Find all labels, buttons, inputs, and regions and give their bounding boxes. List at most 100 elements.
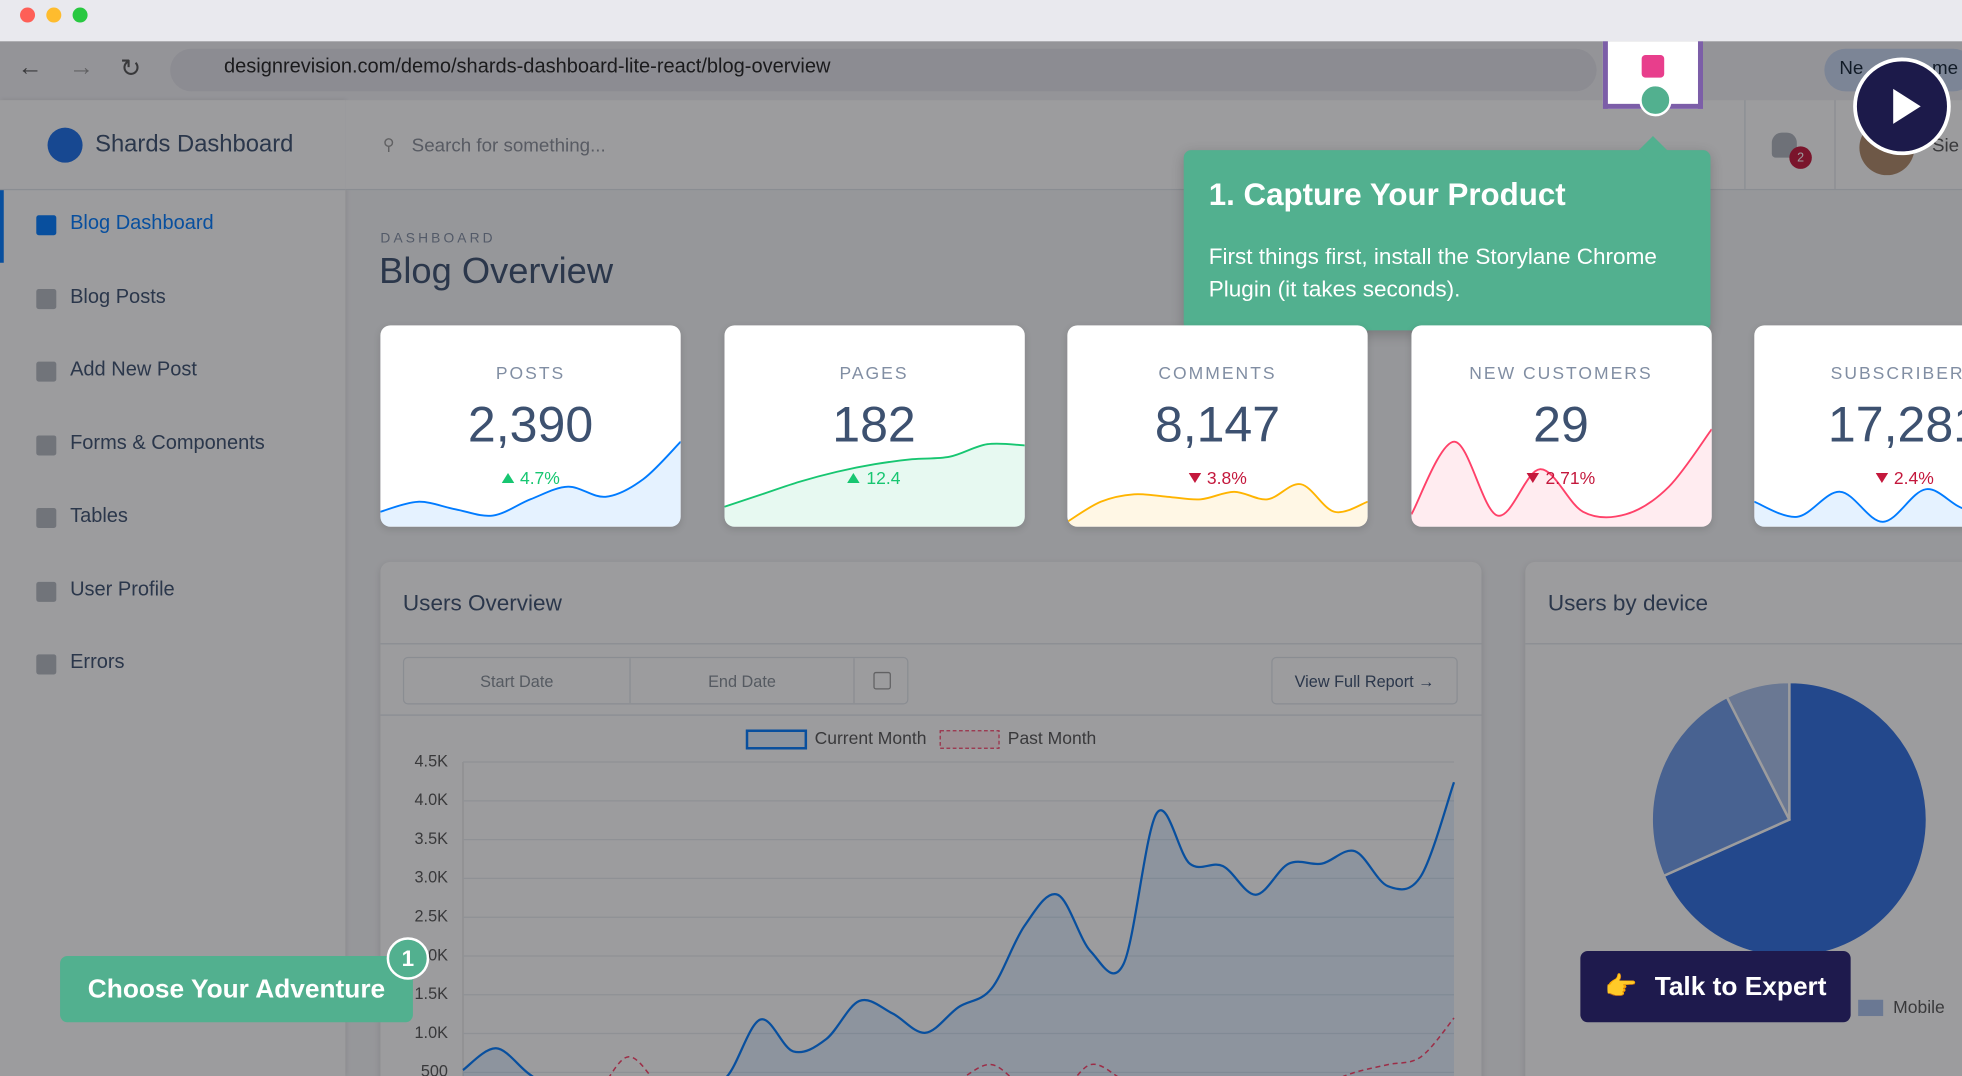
page-title: Blog Overview <box>379 251 614 292</box>
brand: Shards Dashboard <box>95 131 294 158</box>
sparkline-area <box>1754 489 1962 527</box>
stat-card: NEW CUSTOMERS 29 2.71% <box>1410 325 1712 527</box>
pie-slice <box>1725 680 1791 821</box>
sparkline-area <box>380 441 681 527</box>
change-arrow <box>847 472 861 483</box>
divider <box>0 188 346 191</box>
menu-item[interactable]: Blog Dashboard <box>70 212 214 234</box>
stat-label: POSTS <box>495 362 566 383</box>
url: designrevision.com/demo/shards-dashboard… <box>223 56 831 78</box>
series-area <box>462 782 1454 1076</box>
change-arrow <box>501 472 514 483</box>
stat-change: 12.4 <box>724 468 1024 488</box>
card-title: Users by device <box>1547 590 1709 616</box>
sparkline-area <box>1067 484 1368 527</box>
notification-badge: 2 <box>1789 146 1812 169</box>
stat-card: SUBSCRIBERS 17,281 2.4% <box>1754 325 1962 527</box>
search[interactable]: Search for something... <box>411 135 606 157</box>
tooltip-title: 1. Capture Your Product <box>1208 177 1566 213</box>
sparkline-line <box>1410 428 1712 519</box>
stat-label: PAGES <box>839 362 909 383</box>
y-tick-label: 1.5K <box>415 985 449 1003</box>
view-report-button[interactable]: View Full Report → <box>1271 656 1458 705</box>
menu-item[interactable]: Blog Posts <box>70 285 166 308</box>
expert-label: Talk to Expert <box>1654 971 1827 1001</box>
change-value: 3.8% <box>1206 467 1247 488</box>
stat-value: 2,390 <box>467 397 594 453</box>
close-dot[interactable] <box>20 7 36 23</box>
change-arrow <box>1875 472 1888 483</box>
sparkline <box>1410 428 1712 527</box>
stat-card: COMMENTS 8,147 3.8% <box>1067 325 1368 527</box>
legend-swatch <box>1858 999 1884 1017</box>
back[interactable]: ← <box>17 53 43 82</box>
minimize-dot[interactable] <box>46 7 62 23</box>
stat-value: 17,281 <box>1827 397 1962 453</box>
menu-icon <box>36 434 57 455</box>
legend-swatch <box>745 729 808 750</box>
hotspot[interactable] <box>1639 83 1672 117</box>
menu-icon <box>36 508 57 529</box>
divider <box>380 714 1482 716</box>
sparkline-line <box>380 441 681 517</box>
sparkline-line <box>723 442 1025 508</box>
menu-icon <box>36 654 57 675</box>
stat-label: SUBSCRIBERS <box>1830 362 1962 383</box>
y-tick-label: 1.0K <box>415 1024 449 1042</box>
menu-item[interactable]: User Profile <box>70 578 175 600</box>
pie-slice <box>1650 695 1792 878</box>
omnibox[interactable] <box>170 48 1597 92</box>
menu-item[interactable]: Add New Post <box>70 359 197 381</box>
menu-icon <box>36 288 57 309</box>
date-range: Start Date End Date <box>402 656 909 705</box>
end-date[interactable]: End Date <box>708 671 776 691</box>
zoom-dot[interactable] <box>72 7 88 23</box>
stat-label: COMMENTS <box>1158 362 1277 383</box>
y-tick-label: 3.0K <box>415 869 449 887</box>
profile-left: Ne <box>1839 57 1864 79</box>
adventure-badge: 1 <box>386 937 430 980</box>
change-arrow <box>1526 472 1540 483</box>
adventure-button[interactable]: Choose Your Adventure <box>60 955 413 1023</box>
divider <box>1744 100 1746 189</box>
sidebar: Shards Dashboard Blog Dashboard Blog Post… <box>0 100 346 1076</box>
forward[interactable]: → <box>68 53 94 82</box>
arrow <box>1188 472 1201 483</box>
divider <box>380 643 1482 645</box>
users-overview-card: Users Overview Start Date End Date View … <box>380 561 1482 1076</box>
divider <box>1525 643 1962 645</box>
sparkline <box>723 442 1025 527</box>
card-title: Users Overview <box>402 590 562 616</box>
stat-change: 3.8% <box>1067 468 1367 488</box>
y-tick-label: 2.5K <box>415 907 449 925</box>
menu-item[interactable]: Forms & Components <box>70 432 265 454</box>
play-icon <box>1893 88 1921 124</box>
calendar-icon[interactable] <box>873 671 891 690</box>
stat-change: 4.7% <box>380 468 680 488</box>
sparkline <box>380 441 681 527</box>
start-date[interactable]: Start Date <box>480 671 554 691</box>
arrow <box>1875 472 1888 483</box>
play-button[interactable] <box>1853 57 1951 156</box>
change-value: 2.71% <box>1545 467 1596 488</box>
stat-change: 2.4% <box>1754 468 1962 488</box>
legend-label: Mobile <box>1893 997 1945 1017</box>
arrow <box>1526 472 1540 483</box>
menu-icon <box>36 215 57 236</box>
menu-item[interactable]: Errors <box>70 651 125 674</box>
legend-swatch <box>939 730 1000 749</box>
active-indicator <box>0 190 4 263</box>
divider <box>1834 100 1836 189</box>
pie-slice <box>1662 680 1929 959</box>
user-name: Sie <box>1931 135 1960 157</box>
reload[interactable]: ↻ <box>120 55 142 83</box>
header: ⚲ Search for something... 2 Sie <box>345 100 1962 191</box>
sparkline-line <box>1067 483 1368 523</box>
series-line <box>462 781 1456 1076</box>
expert-button[interactable]: 👉 Talk to Expert <box>1580 950 1851 1023</box>
expert-icon: 👉 <box>1604 971 1638 1001</box>
menu-item[interactable]: Tables <box>70 505 128 527</box>
